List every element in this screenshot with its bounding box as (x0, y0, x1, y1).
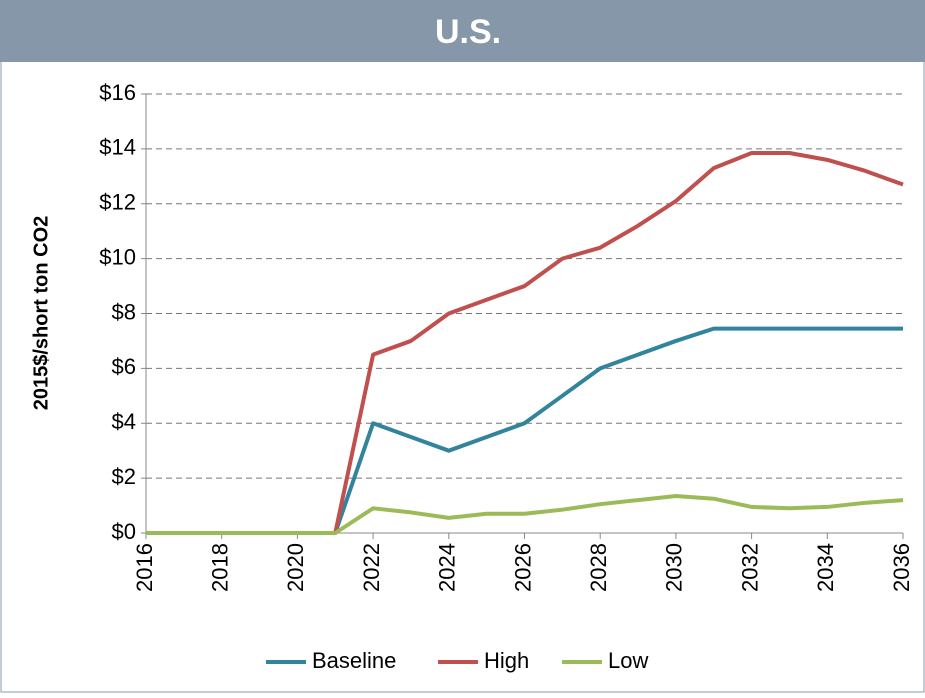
series-line (146, 493, 904, 535)
x-tick-label: 2030 (662, 543, 687, 592)
x-tick-label: 2018 (208, 543, 233, 592)
x-tick-label: 2016 (132, 543, 157, 592)
y-axis-label: 2015$/short ton CO2 (30, 216, 52, 411)
legend-label: Low (608, 648, 648, 673)
y-tick-label: $14 (99, 135, 136, 160)
y-tick-label: $2 (112, 464, 136, 489)
x-tick-label: 2034 (813, 543, 838, 592)
chart-title: U.S. (435, 13, 501, 51)
x-tick-label: 2024 (435, 543, 460, 592)
y-tick-label: $12 (99, 190, 136, 215)
y-tick-label: $8 (112, 299, 136, 324)
x-tick-label: 2032 (737, 543, 762, 592)
y-tick-label: $4 (112, 409, 136, 434)
x-tick-label: 2036 (889, 543, 914, 592)
y-tick-label: $16 (99, 80, 136, 105)
x-tick-label: 2020 (283, 543, 308, 592)
legend-label: Baseline (312, 648, 396, 673)
header-bar (0, 0, 925, 62)
y-tick-label: $10 (99, 244, 136, 269)
y-tick-label: $6 (112, 354, 136, 379)
x-tick-label: 2028 (586, 543, 611, 592)
x-tick-label: 2026 (510, 543, 535, 592)
y-tick-label: $0 (112, 519, 136, 544)
legend-label: High (484, 648, 529, 673)
x-tick-label: 2022 (359, 543, 384, 592)
